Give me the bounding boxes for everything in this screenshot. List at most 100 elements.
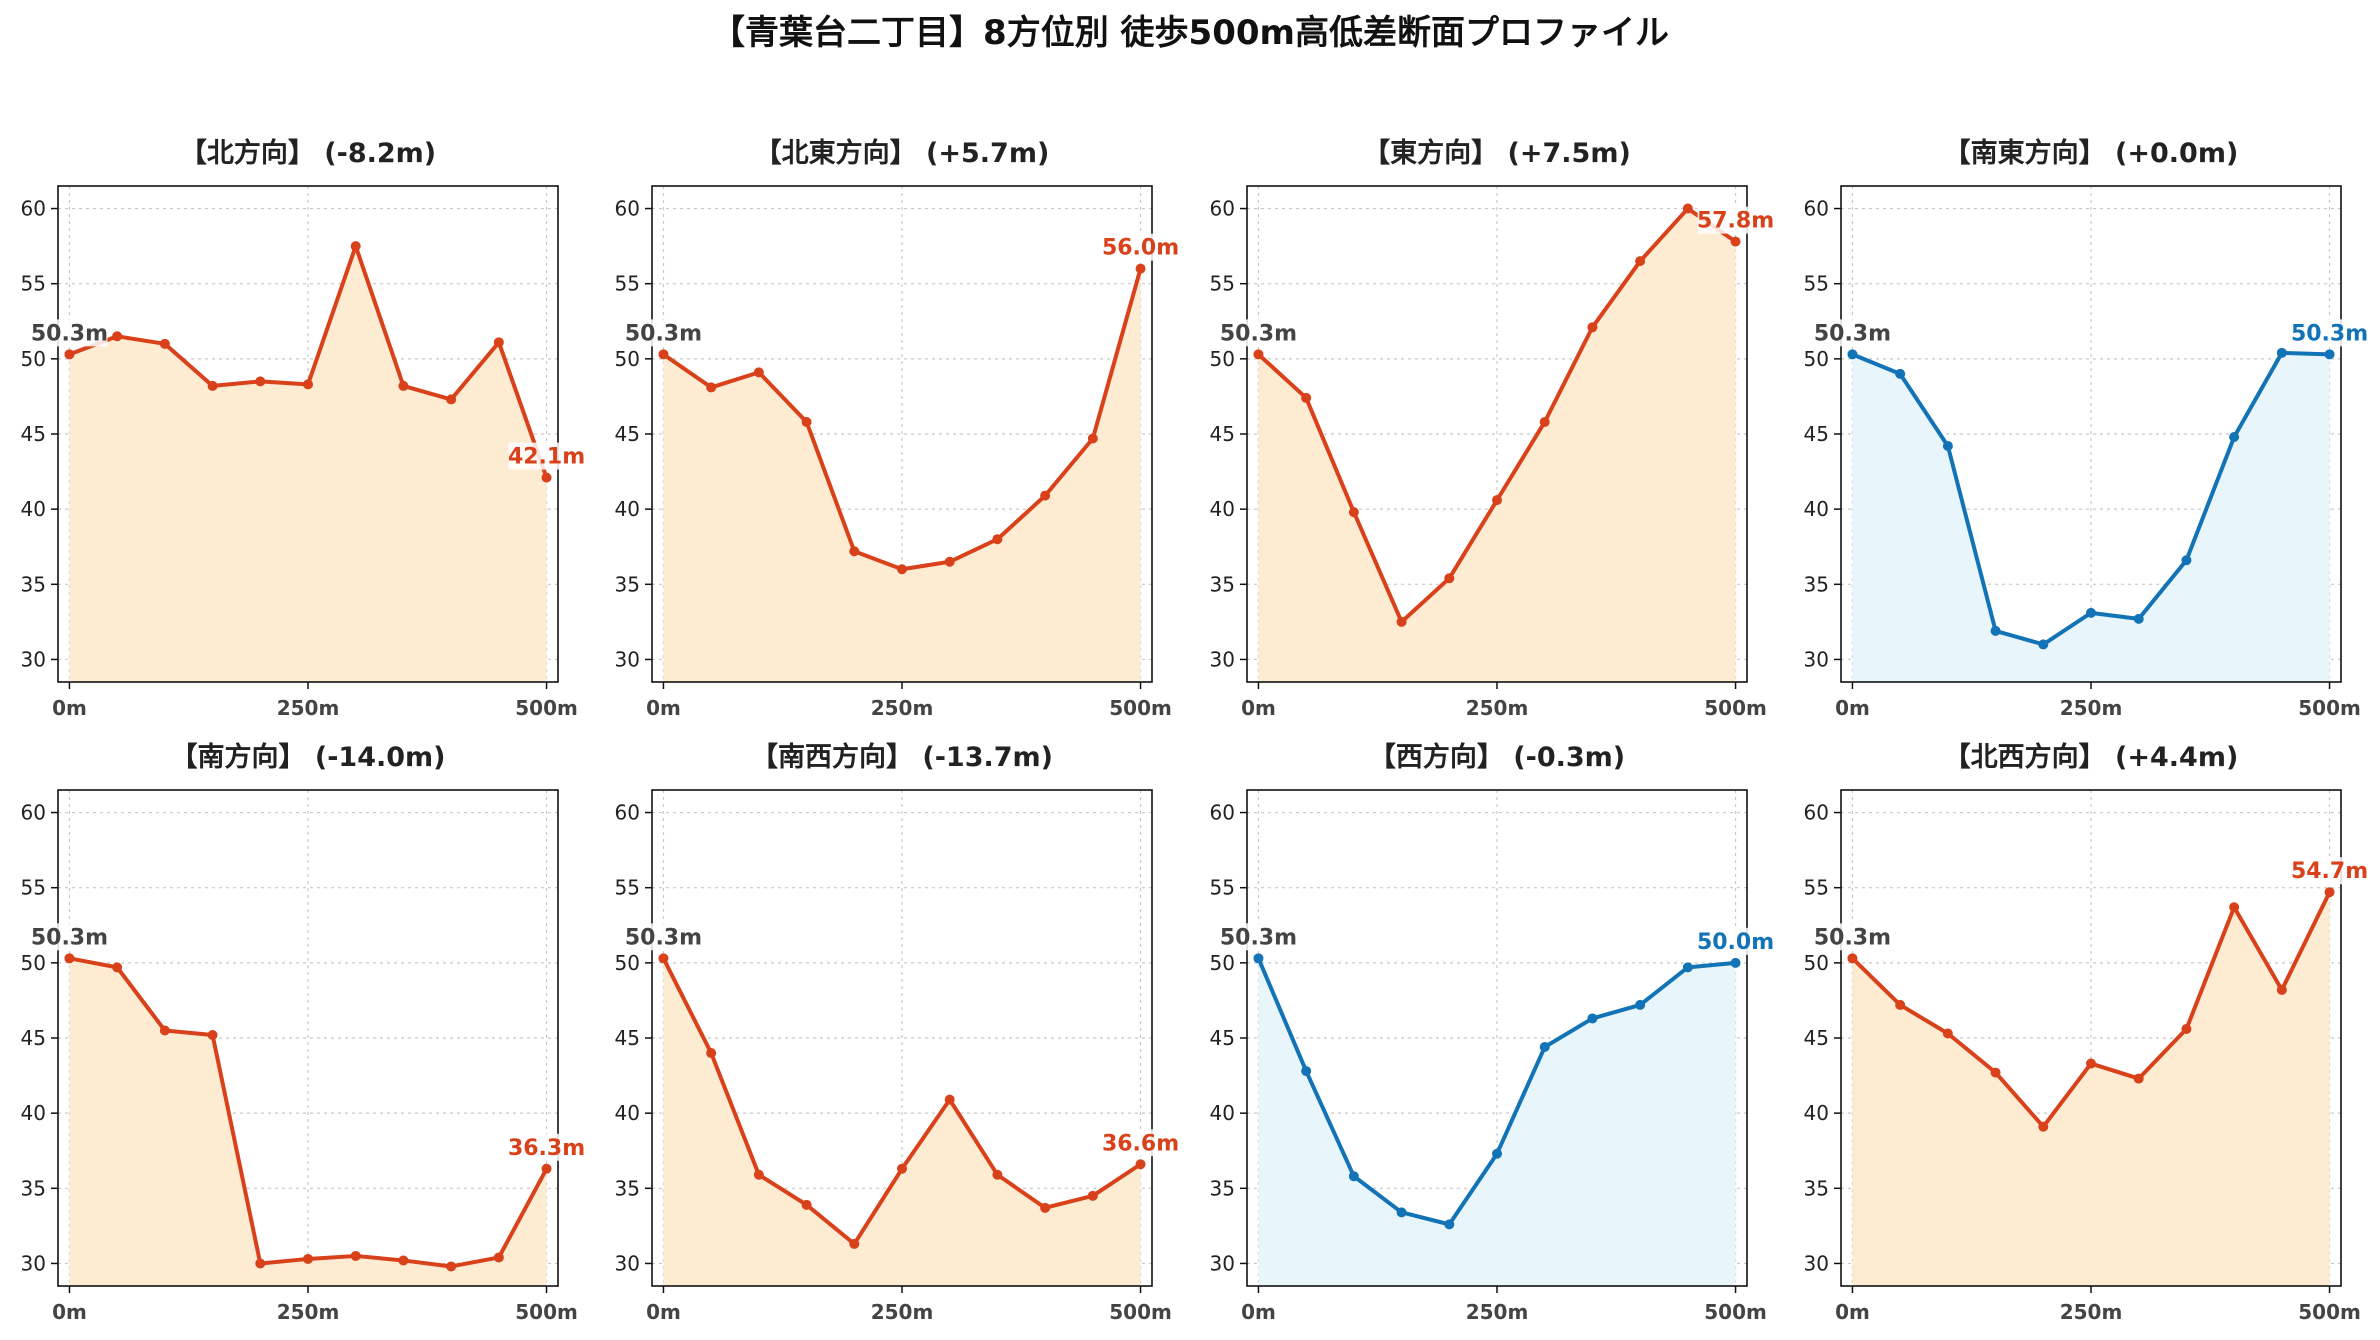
panel-title: 【北東方向】 (+5.7m): [755, 137, 1050, 169]
data-point: [1730, 957, 1741, 968]
end-elevation-label: 36.6m: [1102, 1131, 1179, 1156]
y-tick-label: 60: [21, 197, 46, 221]
y-tick-label: 55: [21, 876, 46, 900]
y-tick-label: 40: [1804, 1101, 1829, 1125]
data-point: [2276, 347, 2287, 358]
data-point: [446, 1261, 457, 1272]
data-point: [897, 564, 907, 575]
y-tick-label: 30: [21, 647, 46, 671]
start-elevation-label: 50.3m: [625, 925, 702, 950]
y-tick-label: 60: [21, 801, 46, 825]
x-tick-label: 250m: [871, 696, 934, 720]
data-point: [1444, 1219, 1455, 1230]
start-elevation-label: 50.3m: [1220, 321, 1297, 346]
y-tick-label: 55: [615, 876, 640, 900]
panel-title: 【北方向】 (-8.2m): [180, 137, 436, 169]
data-point: [1895, 368, 1906, 379]
y-tick-label: 45: [1804, 422, 1829, 446]
y-tick-label: 55: [1210, 272, 1235, 296]
data-point: [753, 1169, 764, 1180]
data-point: [112, 331, 123, 342]
start-label-box: [625, 319, 702, 347]
y-tick-label: 30: [615, 647, 640, 671]
start-label-box: [1220, 319, 1297, 347]
end-label-box: [1102, 233, 1179, 261]
x-tick-label: 0m: [52, 1300, 87, 1324]
x-tick-label: 500m: [2298, 696, 2361, 720]
data-point: [64, 349, 75, 360]
y-tick-label: 35: [1210, 572, 1235, 596]
data-point: [897, 1163, 907, 1174]
y-tick-label: 60: [1210, 197, 1235, 221]
data-point: [658, 349, 669, 360]
data-point: [159, 338, 170, 349]
data-point: [1990, 1067, 2001, 1078]
end-label-box: [508, 442, 585, 470]
data-point: [1847, 953, 1858, 964]
panel-title: 【東方向】 (+7.5m): [1363, 137, 1631, 169]
data-point: [1635, 256, 1646, 267]
data-point: [446, 394, 457, 405]
data-point: [2324, 349, 2335, 360]
start-label-box: [1220, 923, 1297, 951]
y-tick-label: 30: [1210, 1251, 1235, 1275]
data-point: [207, 380, 218, 391]
data-point: [849, 1238, 860, 1249]
data-point: [64, 953, 75, 964]
x-tick-label: 500m: [2298, 1300, 2361, 1324]
y-tick-label: 45: [21, 1026, 46, 1050]
data-point: [801, 416, 812, 427]
panel-title: 【南東方向】 (+0.0m): [1944, 137, 2239, 169]
y-tick-label: 35: [21, 572, 46, 596]
data-point: [706, 1048, 717, 1059]
x-tick-label: 0m: [1241, 696, 1276, 720]
data-point: [1942, 1028, 1953, 1039]
data-point: [1990, 625, 2001, 636]
y-tick-label: 30: [1804, 1251, 1829, 1275]
profile-area: [1852, 352, 2330, 682]
data-point: [398, 380, 409, 391]
y-tick-label: 50: [1804, 347, 1829, 371]
y-tick-label: 50: [615, 347, 640, 371]
data-point: [1135, 1159, 1146, 1170]
data-point: [1492, 1148, 1502, 1159]
end-elevation-label: 50.0m: [1697, 930, 1774, 955]
data-point: [1253, 349, 1264, 360]
end-elevation-label: 54.7m: [2291, 859, 2368, 884]
data-point: [2086, 607, 2096, 618]
y-tick-label: 45: [615, 1026, 640, 1050]
y-tick-label: 55: [1210, 876, 1235, 900]
x-tick-label: 500m: [515, 696, 578, 720]
profile-area: [69, 246, 547, 682]
y-tick-label: 40: [615, 1101, 640, 1125]
end-elevation-label: 57.8m: [1697, 209, 1774, 234]
x-tick-label: 250m: [1466, 696, 1529, 720]
y-tick-label: 35: [615, 1176, 640, 1200]
data-point: [849, 546, 860, 557]
y-tick-label: 60: [615, 801, 640, 825]
profile-area: [69, 958, 547, 1286]
start-elevation-label: 50.3m: [1814, 925, 1891, 950]
panel-8: 【北西方向】 (+4.4m) 30 35 40 45 50 55 60 0m 250m 500m 50…: [1804, 741, 2369, 1324]
y-tick-label: 40: [1210, 497, 1235, 521]
data-point: [1847, 349, 1858, 360]
data-point: [753, 367, 764, 378]
panel-4: 【南東方向】 (+0.0m) 30 35 40 45 50 55 60 0m 250m 500m 50…: [1804, 137, 2369, 720]
x-tick-label: 250m: [1466, 1300, 1529, 1324]
y-tick-label: 50: [615, 951, 640, 975]
start-elevation-label: 50.3m: [31, 321, 108, 346]
data-point: [944, 556, 955, 567]
panel-title: 【北西方向】 (+4.4m): [1944, 741, 2239, 773]
end-label-box: [1697, 927, 1774, 955]
data-point: [303, 1253, 313, 1264]
profile-area: [1258, 208, 1736, 682]
data-point: [541, 1163, 552, 1174]
x-tick-label: 0m: [1835, 696, 1870, 720]
y-tick-label: 40: [21, 1101, 46, 1125]
data-point: [1087, 433, 1098, 444]
panel-2: 【北東方向】 (+5.7m) 30 35 40 45 50 55 60 0m 250m 500m 50…: [615, 137, 1180, 720]
data-point: [207, 1029, 218, 1040]
y-tick-label: 35: [21, 1176, 46, 1200]
start-elevation-label: 50.3m: [625, 321, 702, 346]
